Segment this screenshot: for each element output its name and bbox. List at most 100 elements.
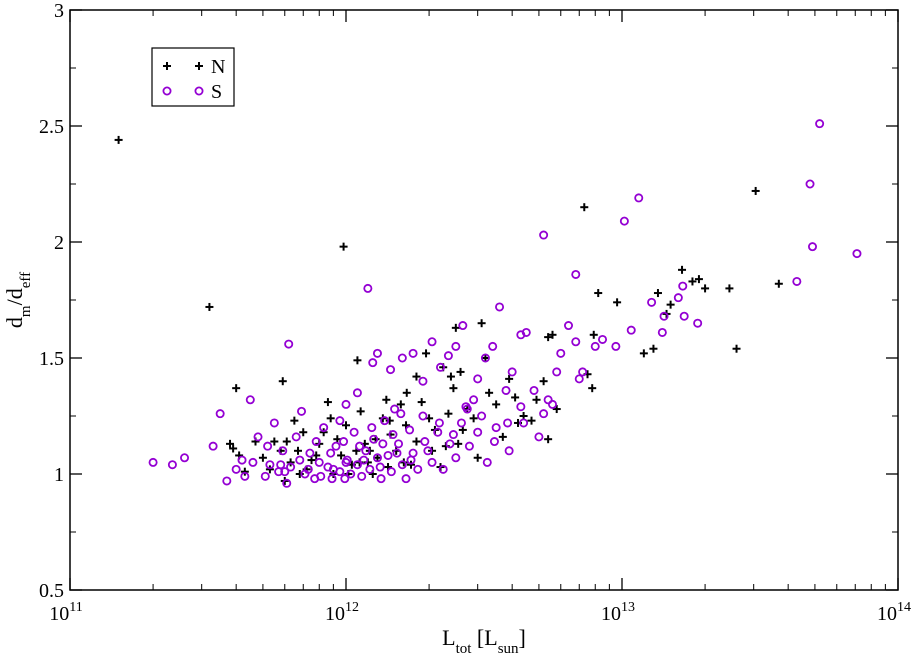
s-data-point <box>282 478 292 488</box>
n-data-point <box>511 393 520 402</box>
s-data-point <box>539 409 549 419</box>
s-data-point <box>451 341 461 351</box>
s-data-point <box>208 441 218 451</box>
n-data-point <box>422 349 431 358</box>
s-data-point <box>469 395 479 405</box>
legend-s-marker-right <box>194 86 204 96</box>
x-axis-title-sub1: tot <box>456 641 473 657</box>
n-data-point <box>481 354 490 362</box>
n-data-point <box>725 284 734 293</box>
x-tick-exp: 14 <box>897 600 911 615</box>
s-data-point <box>291 432 301 442</box>
n-data-point <box>412 372 421 381</box>
x-tick-exp: 13 <box>621 600 635 615</box>
s-data-point <box>634 193 644 203</box>
s-data-point <box>438 464 448 474</box>
s-data-point <box>433 427 443 437</box>
n-data-point <box>326 414 335 423</box>
s-data-point <box>539 230 549 240</box>
s-data-point <box>458 321 468 331</box>
s-data-point <box>852 249 862 259</box>
s-data-point <box>473 374 483 384</box>
legend: N S <box>151 47 235 107</box>
n-data-point <box>589 330 598 339</box>
x-tick-base: 10 <box>49 603 69 625</box>
s-data-point <box>571 337 581 347</box>
s-data-point <box>367 423 377 433</box>
s-data-point <box>341 457 351 467</box>
y-axis-title-main: d <box>2 317 27 328</box>
x-tick-label: 1012 <box>325 600 359 625</box>
n-data-point <box>580 203 589 212</box>
n-data-point <box>666 300 675 309</box>
legend-box <box>151 47 235 107</box>
n-data-point <box>293 446 302 455</box>
n-data-point <box>649 344 658 353</box>
n-data-point <box>282 437 291 446</box>
s-data-point <box>388 430 398 440</box>
n-data-point <box>258 453 267 462</box>
s-data-point <box>451 453 461 463</box>
s-data-point <box>473 427 483 437</box>
s-data-point <box>401 474 411 484</box>
n-data-point <box>694 275 703 284</box>
y-tick-label: 2 <box>54 232 64 254</box>
s-data-point <box>359 455 369 465</box>
s-data-point <box>482 457 492 467</box>
s-data-point <box>286 462 296 472</box>
s-data-point <box>280 467 290 477</box>
s-data-point <box>427 457 437 467</box>
legend-n-marker-left <box>163 62 171 70</box>
s-data-point <box>679 311 689 321</box>
n-data-point <box>278 377 287 386</box>
s-data-point <box>394 439 404 449</box>
s-data-point <box>461 402 471 412</box>
legend-s-marker-left <box>162 86 172 96</box>
s-data-point <box>316 471 326 481</box>
s-data-point <box>807 242 817 252</box>
s-data-point <box>331 441 341 451</box>
s-data-point <box>516 330 526 340</box>
n-data-point <box>498 432 507 441</box>
n-data-point <box>232 384 241 393</box>
n-data-point <box>449 384 458 393</box>
s-data-point <box>245 395 255 405</box>
n-data-point <box>485 388 494 397</box>
s-data-point <box>305 448 315 458</box>
x-axis-title-mid: [L <box>471 625 497 650</box>
n-data-point <box>240 467 249 476</box>
n-data-point <box>451 323 460 332</box>
x-axis-title-close: ] <box>519 625 526 650</box>
n-data-point <box>751 186 760 195</box>
s-data-point <box>507 367 517 377</box>
s-data-point <box>314 457 324 467</box>
s-data-point <box>352 388 362 398</box>
x-tick-exp: 12 <box>345 600 359 615</box>
s-data-point <box>284 339 294 349</box>
n-data-point <box>382 395 391 404</box>
s-data-point <box>397 353 407 363</box>
n-data-point <box>492 400 501 409</box>
s-data-point <box>529 385 539 395</box>
n-data-point <box>205 302 214 311</box>
s-data-point <box>148 457 158 467</box>
s-data-point <box>678 281 688 291</box>
s-data-point <box>436 362 446 372</box>
s-data-point <box>372 348 382 358</box>
s-data-point <box>392 448 402 458</box>
s-data-point <box>434 418 444 428</box>
s-data-point <box>815 119 825 129</box>
n-data-point <box>295 470 304 478</box>
n-data-point <box>548 330 557 339</box>
n-data-point <box>299 428 308 437</box>
s-data-point <box>276 460 286 470</box>
s-data-point <box>445 439 455 449</box>
n-data-point <box>505 374 514 383</box>
s-data-point <box>265 460 275 470</box>
y-axis-title: dm/deff <box>2 272 34 328</box>
s-data-point <box>365 464 375 474</box>
s-data-point <box>295 455 305 465</box>
n-data-point <box>356 407 365 416</box>
